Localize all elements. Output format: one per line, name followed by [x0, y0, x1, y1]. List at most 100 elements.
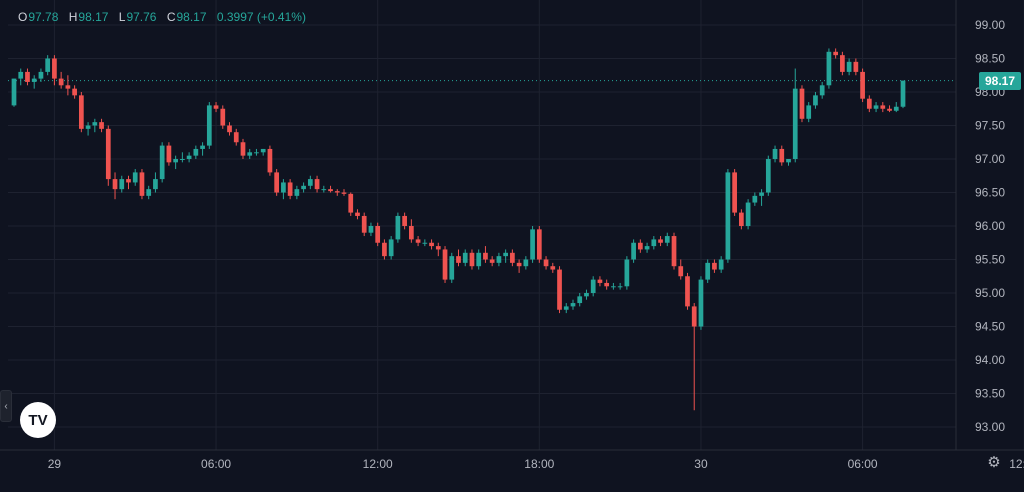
candle[interactable] [516, 259, 522, 273]
candle[interactable] [38, 68, 44, 82]
candle[interactable] [725, 169, 731, 263]
candle[interactable] [779, 145, 785, 166]
tradingview-logo-icon[interactable]: TV [20, 402, 56, 438]
candle[interactable] [631, 239, 636, 263]
candle[interactable] [341, 189, 347, 196]
candle[interactable] [375, 222, 381, 247]
candle[interactable] [853, 58, 859, 76]
candle[interactable] [826, 48, 832, 89]
candle[interactable] [813, 92, 818, 109]
candle[interactable] [307, 175, 313, 190]
candle[interactable] [153, 172, 158, 193]
candle[interactable] [617, 282, 623, 290]
candle[interactable] [671, 232, 677, 270]
candle[interactable] [772, 145, 778, 163]
candle[interactable] [200, 142, 205, 156]
candle[interactable] [456, 249, 461, 267]
candle[interactable] [786, 159, 791, 166]
candle[interactable] [99, 118, 104, 133]
candle[interactable] [483, 246, 488, 263]
candle[interactable] [334, 189, 340, 196]
candle[interactable] [267, 145, 273, 176]
candle[interactable] [469, 249, 475, 270]
candle[interactable] [260, 148, 266, 156]
candle[interactable] [590, 276, 596, 297]
candle[interactable] [866, 95, 872, 113]
candle[interactable] [597, 276, 603, 287]
candle[interactable] [247, 148, 253, 159]
candle[interactable] [78, 92, 84, 133]
candle[interactable] [557, 266, 562, 314]
candle[interactable] [112, 172, 118, 200]
candle[interactable] [880, 102, 886, 113]
candle[interactable] [570, 299, 576, 310]
candle[interactable] [718, 256, 724, 273]
candle[interactable] [105, 125, 111, 186]
candle[interactable] [361, 212, 367, 237]
candle[interactable] [281, 179, 286, 200]
candle[interactable] [395, 212, 401, 243]
candle[interactable] [294, 185, 300, 200]
candle[interactable] [476, 249, 482, 270]
candle[interactable] [523, 256, 529, 270]
candle[interactable] [752, 192, 758, 206]
candle[interactable] [402, 212, 407, 230]
chevron-left-icon[interactable]: ‹ [0, 390, 12, 422]
candle[interactable] [685, 272, 690, 310]
candle[interactable] [186, 152, 192, 163]
candle[interactable] [705, 259, 711, 283]
candle[interactable] [227, 122, 232, 136]
candle[interactable] [388, 236, 394, 260]
candle[interactable] [489, 256, 495, 267]
candle[interactable] [166, 142, 172, 166]
candle[interactable] [355, 209, 360, 220]
candle[interactable] [584, 289, 589, 300]
candle[interactable] [651, 236, 657, 250]
candle[interactable] [543, 256, 549, 270]
candle[interactable] [765, 155, 771, 196]
candle[interactable] [691, 303, 697, 411]
candle[interactable] [462, 249, 468, 267]
candle[interactable] [503, 249, 509, 263]
candle[interactable] [550, 262, 556, 273]
candle[interactable] [348, 192, 354, 216]
candle[interactable] [429, 239, 434, 250]
candle[interactable] [806, 102, 812, 123]
candle[interactable] [860, 68, 865, 103]
candle[interactable] [732, 169, 737, 216]
candle[interactable] [664, 232, 670, 247]
candle[interactable] [45, 55, 51, 76]
candle[interactable] [18, 68, 24, 86]
candle[interactable] [65, 75, 71, 96]
candle[interactable] [644, 242, 650, 253]
candle[interactable] [893, 102, 899, 113]
candle[interactable] [213, 102, 219, 113]
candle[interactable] [422, 239, 428, 247]
candle[interactable] [712, 259, 717, 273]
candle[interactable] [496, 252, 502, 267]
candle[interactable] [126, 175, 131, 190]
candle[interactable] [442, 246, 448, 283]
candle[interactable] [328, 185, 333, 193]
candle[interactable] [846, 58, 852, 76]
candle[interactable] [637, 239, 643, 253]
candle[interactable] [698, 276, 704, 330]
candle[interactable] [563, 303, 569, 314]
candle[interactable] [146, 185, 152, 200]
candle[interactable] [368, 222, 374, 237]
candle[interactable] [132, 169, 138, 186]
candle[interactable] [819, 81, 825, 99]
candle[interactable] [435, 242, 441, 257]
candle[interactable] [536, 226, 542, 263]
candle[interactable] [25, 68, 30, 86]
candle[interactable] [173, 155, 178, 170]
candle[interactable] [415, 236, 421, 247]
candle[interactable] [887, 105, 892, 113]
candle[interactable] [31, 75, 37, 89]
candle[interactable] [604, 279, 610, 290]
candle[interactable] [58, 71, 64, 89]
candle[interactable] [92, 118, 98, 133]
candle[interactable] [85, 122, 91, 136]
candle[interactable] [745, 199, 751, 230]
